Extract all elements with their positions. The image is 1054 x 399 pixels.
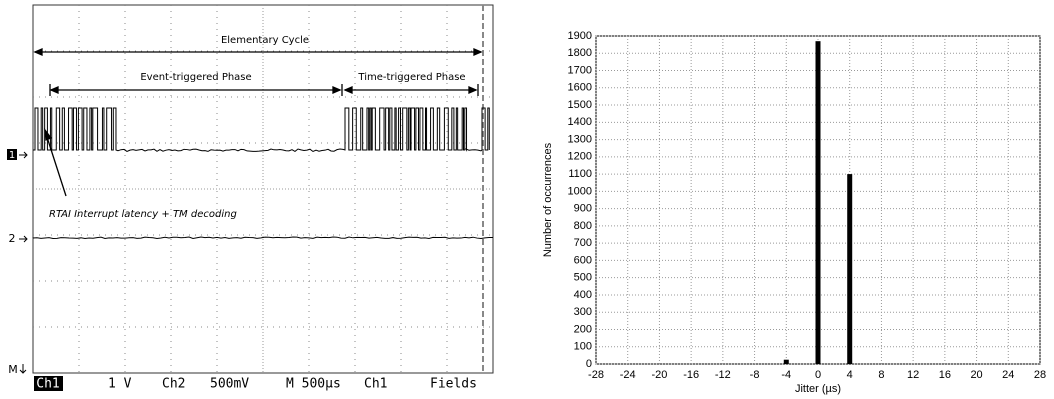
status-item: 1 V [108,377,132,392]
x-tick-label: 0 [815,369,821,381]
x-tick-label: 20 [970,369,982,381]
y-tick-label: 200 [574,323,592,335]
y-tick-label: 800 [574,220,592,232]
y-tick-label: 1100 [568,168,592,180]
status-item: M 500µs [286,377,341,392]
x-tick-label: -8 [750,369,760,381]
status-item: Fields [430,377,477,392]
marker-arrow [19,152,27,158]
status-item: Ch1 [364,377,387,392]
x-tick-label: 28 [1034,369,1046,381]
x-tick-label: -12 [715,369,731,381]
annotation: Elementary Cycle [221,35,309,46]
x-tick-label: 12 [907,369,919,381]
status-item: 500mV [210,377,249,392]
y-tick-label: 1400 [568,116,592,128]
annotation: Time-triggered Phase [357,72,465,83]
bar [784,360,789,364]
y-tick-label: 1500 [568,99,592,111]
y-tick-label: 1300 [568,133,592,145]
x-tick-label: -4 [781,369,791,381]
page: Elementary Cycle Event-triggered Phase T… [0,0,1054,399]
x-tick-label: 8 [878,369,884,381]
y-tick-label: 700 [574,237,592,249]
y-tick-label: 600 [574,254,592,266]
y-tick-label: 1600 [568,82,592,94]
annotation: RTAI Interrupt latency + TM decoding [49,209,237,220]
y-tick-label: 900 [574,203,592,215]
x-tick-label: 24 [1002,369,1014,381]
annotation: Event-triggered Phase [140,72,251,83]
histogram: Number of occurrences Jitter (µs) 0 100 20… [542,30,1046,395]
x-tick-label: -20 [651,369,667,381]
oscilloscope: Elementary Cycle Event-triggered Phase T… [7,5,493,392]
y-tick-label: 100 [574,341,592,353]
marker-arrow [20,364,26,373]
channel-marker: 2 [9,232,16,245]
status-item: Ch2 [162,377,185,392]
y-tick-label: 1700 [568,64,592,76]
x-axis-label: Jitter (µs) [795,383,841,395]
status-item: Ch1 [36,377,59,392]
y-tick-label: 400 [574,289,592,301]
bar [847,174,852,364]
x-tick-label: -24 [620,369,636,381]
channel-marker: M [8,363,18,376]
channel-marker: 1 [9,150,15,161]
y-tick-label: 1200 [568,151,592,163]
x-tick-label: 16 [939,369,951,381]
bar [816,41,821,364]
x-tick-label: -16 [683,369,699,381]
x-tick-label: -28 [588,369,604,381]
y-tick-label: 1800 [568,47,592,59]
y-axis-label: Number of occurrences [542,142,554,257]
marker-arrow [19,236,27,242]
y-tick-label: 500 [574,272,592,284]
y-tick-label: 1000 [568,185,592,197]
x-tick-label: 4 [847,369,853,381]
y-tick-label: 300 [574,306,592,318]
y-tick-label: 1900 [568,30,592,42]
